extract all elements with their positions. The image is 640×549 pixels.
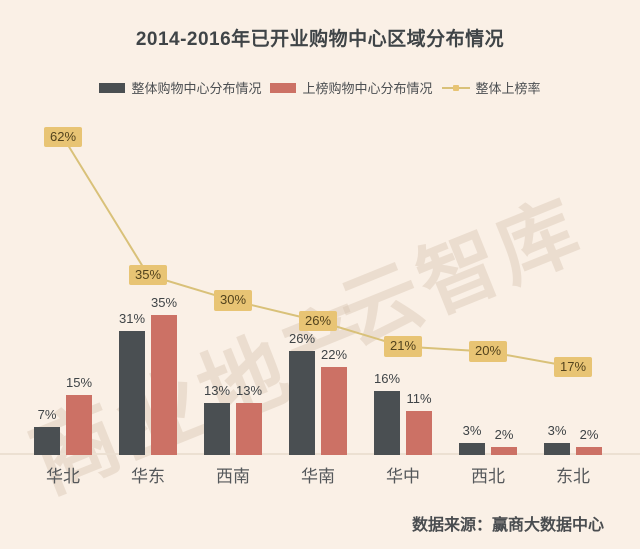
bar-listed-华南[interactable] xyxy=(321,367,347,455)
x-axis-tick-华中: 华中 xyxy=(386,467,420,486)
legend-label-overall: 整体购物中心分布情况 xyxy=(131,81,262,96)
bar-value-label: 35% xyxy=(150,295,178,310)
legend-label-rate: 整体上榜率 xyxy=(475,81,541,96)
bar-value-label: 7% xyxy=(37,407,57,422)
source-note: 数据来源：赢商大数据中心 xyxy=(411,515,604,534)
bar-listed-华中[interactable] xyxy=(406,411,432,455)
bar-value-label: 3% xyxy=(462,423,482,438)
bar-overall-华中[interactable] xyxy=(374,391,400,455)
bar-value-label: 31% xyxy=(118,311,146,326)
rate-value-label[interactable]: 26% xyxy=(299,310,338,332)
legend-swatch-listed-icon xyxy=(270,82,297,93)
bar-listed-西北[interactable] xyxy=(491,447,517,455)
bar-listed-华东[interactable] xyxy=(151,315,177,455)
rate-value-label[interactable]: 20% xyxy=(469,341,508,362)
legend-item-listed[interactable]: 上榜购物中心分布情况 xyxy=(270,78,433,97)
legend-swatch-overall-icon xyxy=(99,82,126,93)
bar-value-label: 2% xyxy=(494,427,514,442)
rate-value-label[interactable]: 21% xyxy=(384,336,423,357)
rate-value-label[interactable]: 17% xyxy=(554,356,593,378)
x-axis-tick-华东: 华东 xyxy=(131,467,165,486)
bar-value-label: 26% xyxy=(288,331,316,346)
legend-line-rate-icon xyxy=(441,83,470,93)
bar-value-label: 2% xyxy=(579,427,599,442)
bar-value-label: 3% xyxy=(547,423,567,438)
bar-listed-华北[interactable] xyxy=(66,395,92,455)
chart-title: 2014-2016年已开业购物中心区域分布情况 xyxy=(135,29,505,50)
bar-overall-华南[interactable] xyxy=(289,351,315,455)
rate-value-label[interactable]: 35% xyxy=(129,264,168,286)
legend-item-overall[interactable]: 整体购物中心分布情况 xyxy=(99,78,261,97)
x-axis-tick-东北: 东北 xyxy=(556,467,590,486)
chart-plot-area: 7% 15% 31% 35% 13% 13% 26% 22% 16% 11% 3% 2% 3% 2% 62… xyxy=(0,105,640,455)
x-axis-tick-西南: 西南 xyxy=(216,467,250,486)
bar-value-label: 15% xyxy=(65,375,93,390)
bar-listed-西南[interactable] xyxy=(236,403,262,455)
bar-overall-华北[interactable] xyxy=(34,427,60,455)
bar-value-label: 13% xyxy=(235,383,263,398)
bar-overall-西北[interactable] xyxy=(459,443,485,455)
bar-value-label: 16% xyxy=(373,371,401,386)
x-axis-tick-华北: 华北 xyxy=(46,467,80,486)
chart-svg-layer xyxy=(0,136,640,455)
x-axis-tick-labels: 华北 华东 西南 华南 华中 西北 东北 xyxy=(0,462,640,492)
chart-legend: 整体购物中心分布情况 上榜购物中心分布情况 整体上榜率 xyxy=(0,78,640,97)
legend-item-rate[interactable]: 整体上榜率 xyxy=(441,78,541,97)
x-axis-tick-华南: 华南 xyxy=(301,467,335,486)
legend-label-listed: 上榜购物中心分布情况 xyxy=(302,81,433,96)
x-axis-tick-西北: 西北 xyxy=(471,467,505,486)
bar-value-label: 11% xyxy=(406,391,432,406)
bar-value-label: 22% xyxy=(320,347,348,362)
bar-overall-东北[interactable] xyxy=(544,443,570,455)
rate-value-label[interactable]: 30% xyxy=(214,290,253,311)
rate-value-label[interactable]: 62% xyxy=(44,126,83,148)
bar-listed-东北[interactable] xyxy=(576,447,602,455)
bar-overall-西南[interactable] xyxy=(204,403,230,455)
bar-value-label: 13% xyxy=(203,383,231,398)
bar-overall-华东[interactable] xyxy=(119,331,145,455)
